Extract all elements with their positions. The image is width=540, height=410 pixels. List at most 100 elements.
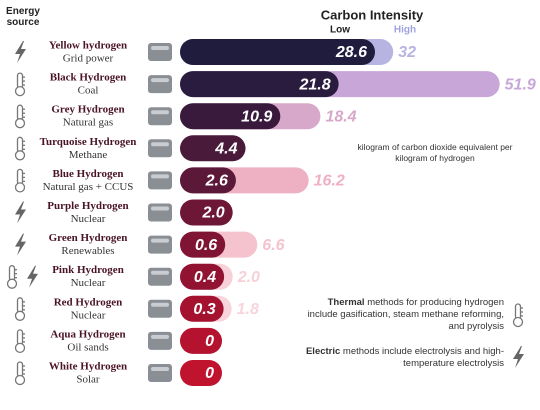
thermal-icon [14,329,26,354]
electric-note: Electric methods include electrolysis an… [298,346,504,370]
value-label-low: 2.0 [201,205,224,222]
category-name: Green Hydrogen [49,232,128,244]
picture-shine [151,78,169,83]
source-picture [148,235,172,254]
legend-high: High [394,25,416,36]
bar-low [180,103,281,130]
source-picture [148,171,172,190]
value-label-low: 10.9 [241,108,272,125]
value-label-low: 0.3 [193,301,215,318]
category-source: Natural gas + CCUS [43,181,134,193]
electric-icon [15,41,26,63]
thermo-stem [16,361,24,378]
category-name: Pink Hydrogen [52,264,124,276]
value-label-low: 2.6 [205,173,228,190]
value-label-low: 0 [205,365,214,382]
picture-body [148,43,172,61]
thermal-icon [14,168,26,193]
bar-low [180,135,246,162]
category-source: Grid power [63,53,114,65]
bar-low [180,360,222,386]
value-label-low: 28.6 [335,44,367,61]
thermo-stem [16,168,24,186]
thermo-bulb [14,374,26,386]
value-label-high: 1.8 [237,301,259,318]
picture-shine [151,174,169,179]
bar-low [180,167,236,194]
thermo-stem [16,136,24,153]
thermo-stem [16,297,24,314]
note-text: methods include electrolysis and high-te… [340,346,504,369]
bar-low [180,199,233,226]
value-label-low: 0.6 [195,237,217,254]
category-name: Turquoise Hydrogen [40,136,137,148]
picture-shine [151,142,169,147]
value-label-high: 51.9 [505,76,536,93]
thermo-bulb [14,118,26,129]
thermo-bulb [14,182,26,193]
category-name: Grey Hydrogen [51,104,124,116]
thermal-icon [14,297,26,321]
value-label-low: 0.4 [194,269,216,286]
thermal-icon [14,361,26,386]
picture-shine [151,367,169,371]
category-name: Purple Hydrogen [47,200,128,212]
thermal-icon [512,303,524,328]
thermo-bulb [14,310,26,321]
thermo-bulb [14,85,26,97]
value-label-high: 6.6 [262,237,284,254]
thermo-bulb [14,150,26,161]
picture-body [148,235,172,254]
bar-low [180,327,222,354]
picture-body [148,171,172,190]
bar-low [180,231,226,258]
value-label-high: 16.2 [314,173,345,190]
electric-icon [513,346,524,368]
source-picture [148,107,172,126]
value-label-low: 0 [205,333,214,350]
picture-body [148,331,172,350]
source-picture [148,299,172,318]
thermal-icon [14,72,26,97]
note-text: methods for producing hydrogen include g… [307,297,504,332]
legend-low: Low [330,25,350,36]
category-source: Natural gas [63,117,113,129]
thermo-stem [16,104,24,121]
bar-low [180,295,224,322]
thermo-bulb [14,342,26,354]
thermal-icon [14,136,26,161]
row-header: Energy source [6,6,40,28]
picture-body [148,267,172,286]
value-label-low: 21.8 [298,76,330,93]
thermal-icon [14,104,26,129]
value-label-high: 2.0 [237,269,260,286]
picture-body [148,107,172,126]
picture-shine [151,206,169,211]
thermo-bulb [6,278,18,289]
picture-body [148,75,172,94]
thermo-stem [514,303,522,320]
picture-shine [151,46,169,50]
category-source: Oil sands [67,341,108,353]
thermo-stem [8,265,16,282]
source-picture [148,331,172,350]
source-picture [148,139,172,158]
bar-low [180,71,339,98]
value-label-high: 32 [398,44,416,61]
picture-shine [151,270,169,275]
source-picture [148,75,172,94]
value-label-high: 18.4 [325,108,356,125]
category-name: Blue Hydrogen [52,168,123,180]
picture-shine [151,302,169,307]
category-source: Coal [78,85,99,97]
thermal-note: Thermal methods for producing hydrogen i… [298,297,504,333]
picture-body [148,139,172,158]
category-source: Solar [76,374,100,386]
thermal-icon [6,265,18,289]
source-picture [148,267,172,286]
picture-shine [151,110,169,115]
category-source: Nuclear [71,277,106,289]
note-bold: Thermal [327,297,365,308]
picture-shine [151,238,169,243]
